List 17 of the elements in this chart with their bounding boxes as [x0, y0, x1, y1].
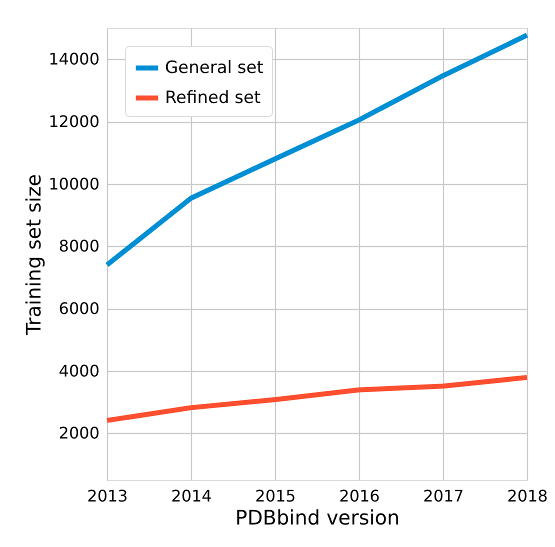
x-tick-label: 2017: [423, 486, 464, 506]
x-tick-label: 2013: [87, 486, 128, 506]
y-tick-label: 8000: [58, 236, 100, 256]
legend-label: General set: [165, 58, 264, 78]
legend-label: Refined set: [165, 88, 261, 108]
x-tick-label: 2015: [255, 486, 296, 506]
y-tick-label: 6000: [58, 299, 100, 318]
y-tick-label: 12000: [48, 112, 100, 132]
y-tick-label: 10000: [48, 174, 100, 194]
x-tick-label: 2016: [339, 486, 380, 506]
y-axis-title: Training set size: [22, 174, 46, 336]
y-tick-label: 2000: [58, 424, 100, 443]
x-tick-label: 2018: [507, 486, 548, 506]
x-axis-title: PDBbind version: [235, 506, 400, 530]
y-tick-label: 4000: [58, 361, 100, 380]
y-tick-label: 14000: [48, 50, 100, 69]
x-tick-label: 2014: [171, 486, 212, 506]
